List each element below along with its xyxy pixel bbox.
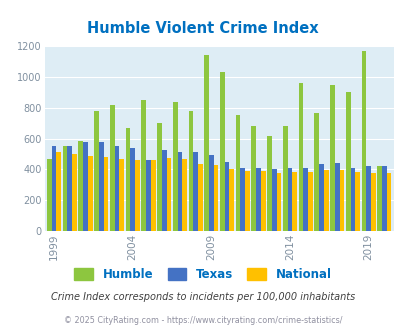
- Bar: [220, 72, 224, 231]
- Bar: [150, 160, 155, 231]
- Bar: [282, 126, 287, 231]
- Bar: [94, 111, 99, 231]
- Bar: [119, 159, 124, 231]
- Bar: [251, 125, 256, 231]
- Bar: [182, 159, 187, 231]
- Bar: [188, 111, 193, 231]
- Bar: [365, 166, 370, 231]
- Bar: [103, 157, 108, 231]
- Bar: [141, 100, 146, 231]
- Bar: [303, 168, 307, 231]
- Text: Humble Violent Crime Index: Humble Violent Crime Index: [87, 21, 318, 36]
- Bar: [370, 173, 375, 231]
- Bar: [126, 128, 130, 231]
- Bar: [56, 152, 61, 231]
- Bar: [334, 163, 339, 231]
- Bar: [329, 85, 334, 231]
- Bar: [313, 113, 318, 231]
- Bar: [63, 146, 67, 231]
- Bar: [177, 152, 182, 231]
- Bar: [209, 155, 213, 231]
- Bar: [298, 83, 303, 231]
- Bar: [173, 102, 177, 231]
- Bar: [323, 170, 328, 231]
- Bar: [110, 105, 114, 231]
- Bar: [229, 169, 234, 231]
- Text: Crime Index corresponds to incidents per 100,000 inhabitants: Crime Index corresponds to incidents per…: [51, 292, 354, 302]
- Bar: [260, 171, 265, 231]
- Bar: [256, 168, 260, 231]
- Bar: [114, 146, 119, 231]
- Bar: [166, 158, 171, 231]
- Bar: [162, 150, 166, 231]
- Bar: [345, 92, 350, 231]
- Bar: [386, 173, 390, 231]
- Bar: [47, 159, 51, 231]
- Bar: [88, 155, 92, 231]
- Bar: [245, 171, 249, 231]
- Bar: [276, 173, 281, 231]
- Bar: [135, 160, 139, 231]
- Legend: Humble, Texas, National: Humble, Texas, National: [70, 263, 335, 286]
- Bar: [67, 146, 72, 231]
- Bar: [361, 51, 365, 231]
- Bar: [235, 115, 240, 231]
- Bar: [72, 154, 77, 231]
- Text: © 2025 CityRating.com - https://www.cityrating.com/crime-statistics/: © 2025 CityRating.com - https://www.city…: [64, 315, 341, 325]
- Bar: [99, 142, 103, 231]
- Bar: [224, 162, 229, 231]
- Bar: [204, 55, 209, 231]
- Bar: [51, 146, 56, 231]
- Bar: [350, 168, 354, 231]
- Bar: [381, 166, 386, 231]
- Bar: [240, 168, 245, 231]
- Bar: [318, 164, 323, 231]
- Bar: [83, 142, 88, 231]
- Bar: [376, 166, 381, 231]
- Bar: [354, 173, 359, 231]
- Bar: [266, 136, 271, 231]
- Bar: [271, 169, 276, 231]
- Bar: [339, 170, 343, 231]
- Bar: [78, 141, 83, 231]
- Bar: [198, 164, 202, 231]
- Bar: [213, 165, 218, 231]
- Bar: [292, 173, 296, 231]
- Bar: [130, 148, 135, 231]
- Bar: [307, 172, 312, 231]
- Bar: [157, 123, 162, 231]
- Bar: [193, 152, 198, 231]
- Bar: [287, 168, 292, 231]
- Bar: [146, 160, 150, 231]
